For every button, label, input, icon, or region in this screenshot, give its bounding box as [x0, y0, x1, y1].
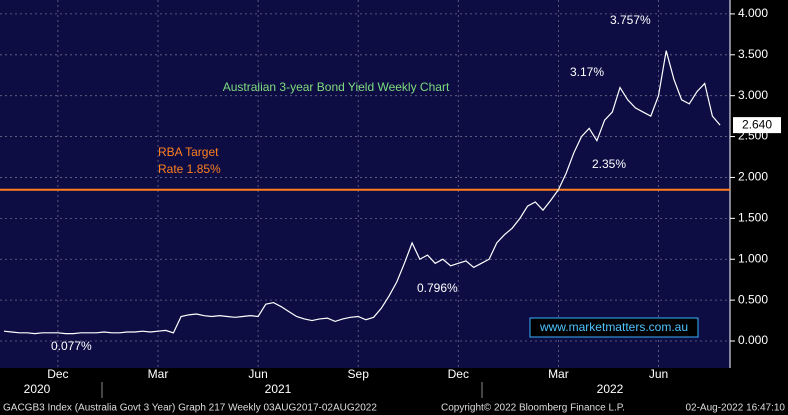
last-value-tag: [733, 117, 781, 134]
year-label: 2020: [24, 382, 51, 396]
x-tick-label: Jun: [248, 367, 267, 381]
footer-middle: Copyright© 2022 Bloomberg Finance L.P.: [441, 403, 625, 414]
reference-label: Rate 1.85%: [158, 162, 221, 176]
x-tick-label: Dec: [448, 367, 469, 381]
annotation: 3.757%: [610, 13, 651, 27]
annotation: 0.796%: [417, 281, 458, 295]
y-tick-label: 3.000: [738, 88, 768, 102]
annotation: 2.35%: [592, 157, 626, 171]
watermark-box: [529, 317, 699, 338]
x-tick-label: Mar: [548, 367, 569, 381]
footer-background: [0, 400, 788, 415]
y-tick-label: 2.000: [738, 170, 768, 184]
y-tick-label: 1.500: [738, 211, 768, 225]
last-value-label: 2.640: [742, 117, 772, 131]
x-tick-label: Dec: [47, 367, 68, 381]
plot-background: [0, 0, 730, 368]
watermark: www.marketmatters.com.au: [539, 320, 688, 334]
price-line: [3, 50, 721, 335]
y-tick-label: 0.500: [738, 292, 768, 306]
y-tick-label: 4.000: [738, 6, 768, 20]
x-tick-label: Sep: [348, 367, 370, 381]
footer-right: 02-Aug-2022 16:47:10: [685, 403, 785, 414]
annotation: 0.077%: [51, 339, 92, 353]
year-label: 2022: [597, 382, 624, 396]
reference-label: RBA Target: [158, 145, 219, 159]
year-label: 2021: [265, 382, 292, 396]
x-tick-label: Jun: [649, 367, 668, 381]
y-tick-label: 1.000: [738, 251, 768, 265]
footer-left: GACGB3 Index (Australia Govt 3 Year) Gra…: [3, 403, 377, 414]
annotation: 3.17%: [570, 65, 604, 79]
chart-title: Australian 3-year Bond Yield Weekly Char…: [223, 80, 450, 94]
y-tick-label: 3.500: [738, 47, 768, 61]
x-tick-label: Mar: [148, 367, 169, 381]
y-tick-label: 0.000: [738, 333, 768, 347]
